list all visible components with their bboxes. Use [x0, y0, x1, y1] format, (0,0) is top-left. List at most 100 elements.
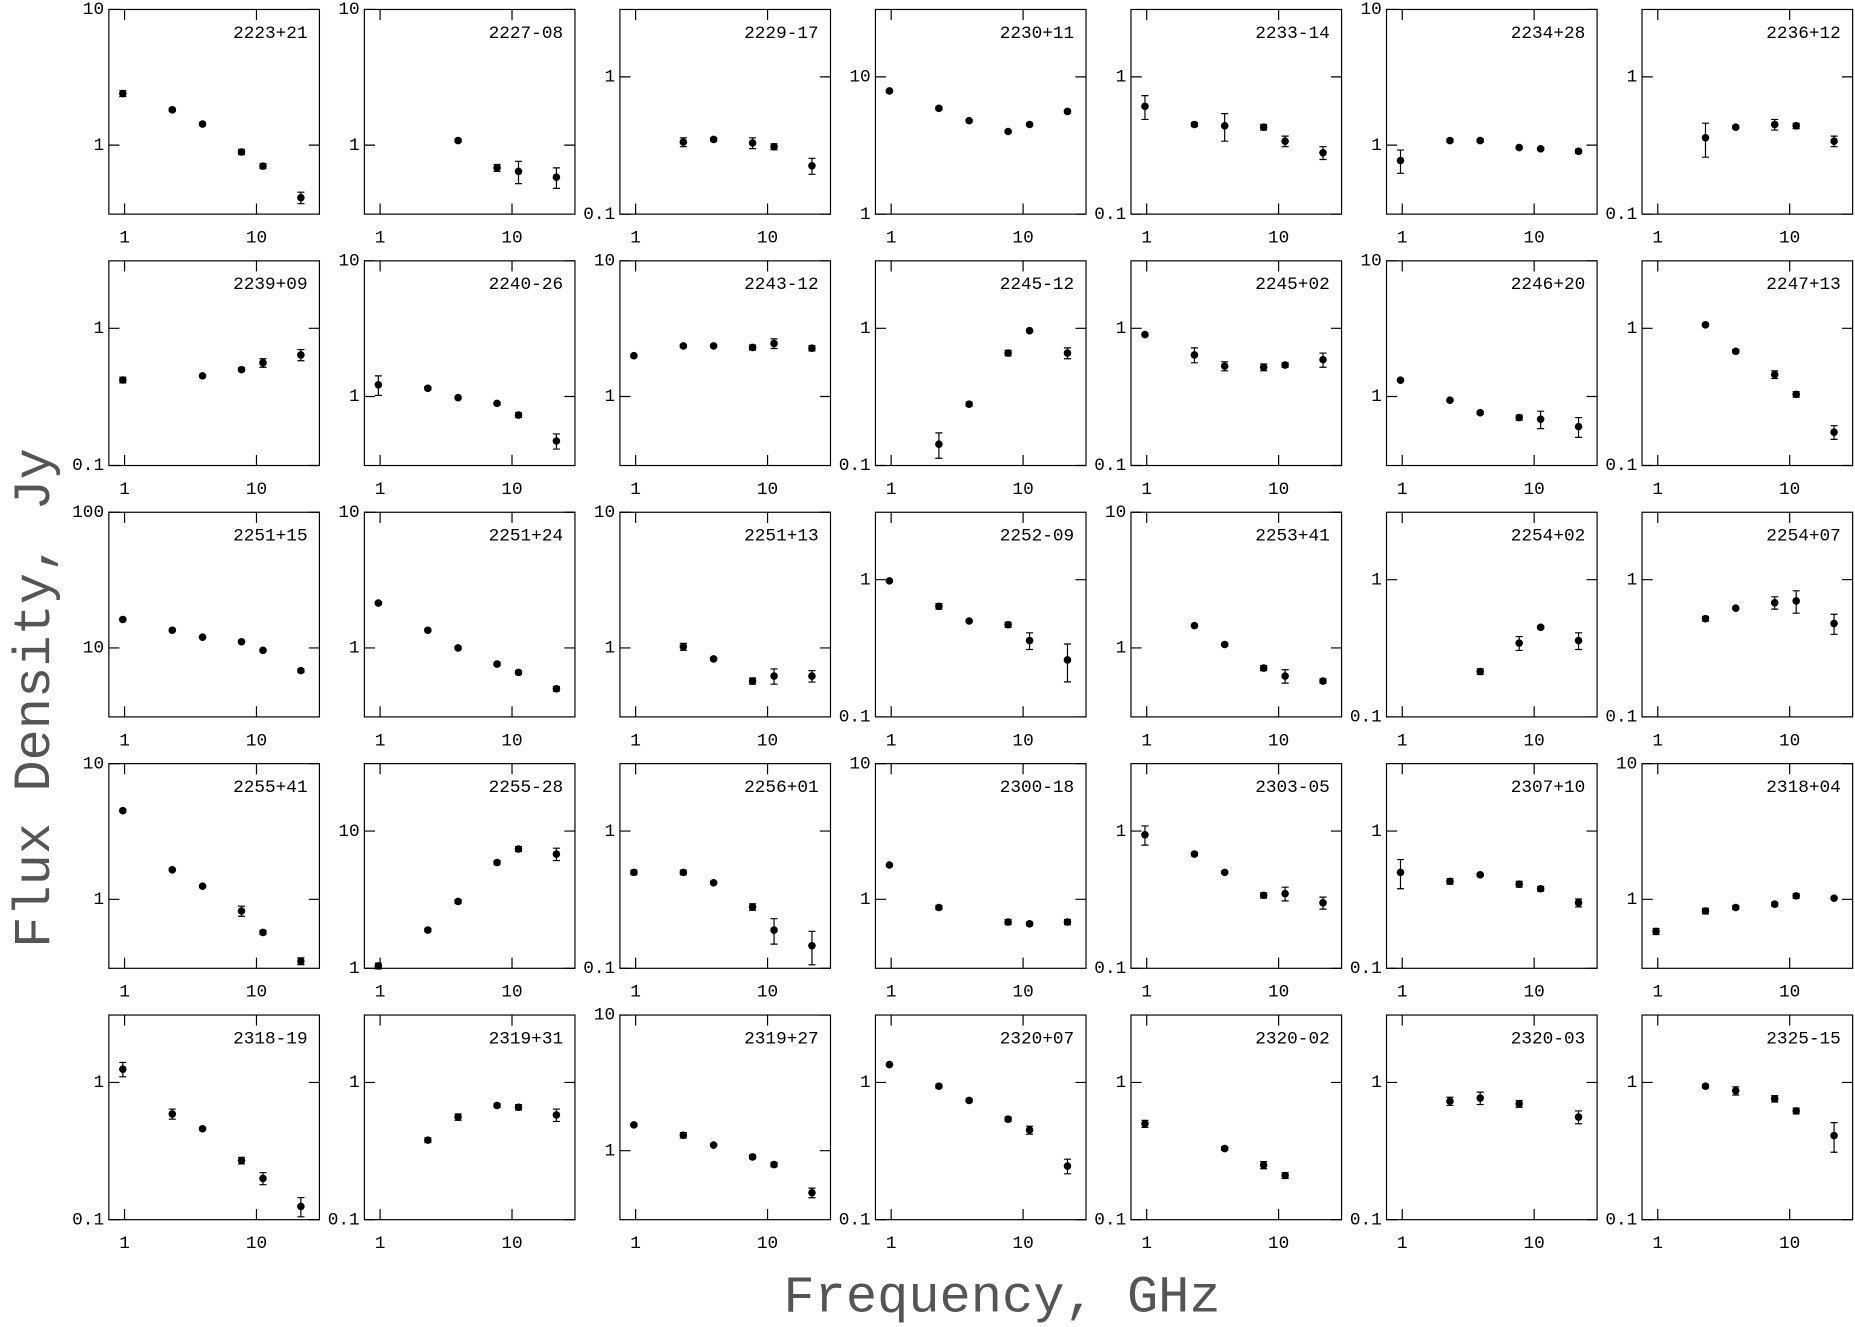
- panel-title: 2307+10: [1511, 778, 1586, 798]
- y-tick-label: 1: [1116, 68, 1127, 88]
- data-point: [237, 148, 246, 156]
- data-point: [514, 668, 523, 677]
- panel-frame: [108, 8, 321, 215]
- x-tick-label: 10: [246, 228, 267, 248]
- panel-title: 2319+27: [744, 1029, 819, 1049]
- panel-title: 2247+13: [1766, 275, 1841, 295]
- y-tick-label: 0.1: [839, 1210, 871, 1230]
- panel-frame: [1641, 8, 1854, 215]
- panel-frame: [874, 763, 1087, 969]
- x-tick-label: 10: [1012, 228, 1033, 248]
- data-point: [1446, 136, 1454, 145]
- data-point: [168, 866, 177, 874]
- data-point: [1063, 656, 1072, 664]
- panel-frame: [363, 8, 576, 215]
- panel-frame: [1385, 8, 1598, 215]
- data-point: [1446, 877, 1454, 886]
- y-tick-label: 1: [860, 1073, 871, 1093]
- y-tick-label: 10: [83, 754, 104, 774]
- data-point: [1792, 597, 1800, 605]
- data-point: [1830, 137, 1838, 145]
- data-point: [808, 941, 816, 950]
- x-tick-label: 10: [757, 228, 778, 248]
- y-tick-label: 10: [338, 252, 359, 272]
- data-point: [454, 897, 462, 906]
- data-point: [935, 602, 943, 611]
- panel-frame: [108, 763, 321, 969]
- data-point: [1731, 1086, 1740, 1095]
- data-point: [1536, 623, 1545, 632]
- panel-title: 2254+02: [1511, 527, 1586, 547]
- x-tick-label: 10: [1779, 731, 1800, 751]
- data-point: [1731, 903, 1740, 912]
- data-point: [198, 372, 207, 380]
- data-point: [297, 351, 305, 359]
- y-tick-label: 0.1: [328, 1210, 360, 1230]
- data-point: [1220, 1144, 1229, 1153]
- panel-frame: [363, 511, 576, 718]
- y-tick-label: 1: [605, 68, 616, 88]
- data-point: [1141, 102, 1149, 111]
- data-point: [454, 1113, 462, 1121]
- panel-title: 2320-02: [1255, 1029, 1330, 1049]
- data-point: [1792, 122, 1800, 130]
- panel-frame: [1385, 1014, 1598, 1221]
- y-tick-label: 10: [338, 0, 359, 20]
- data-point: [514, 167, 523, 176]
- panel-frame: [619, 1014, 832, 1221]
- data-point: [1792, 1107, 1800, 1115]
- panel-frame: [619, 763, 832, 969]
- data-point: [748, 677, 757, 685]
- data-point: [552, 684, 561, 693]
- data-point: [709, 342, 718, 350]
- y-tick-label: 1: [93, 1073, 104, 1093]
- data-point: [965, 116, 973, 125]
- data-point: [885, 1060, 894, 1069]
- data-point: [1515, 413, 1523, 422]
- x-tick-label: 1: [1652, 731, 1663, 751]
- x-tick-label: 10: [1012, 731, 1033, 751]
- data-point: [1536, 144, 1545, 153]
- data-point: [514, 1103, 523, 1112]
- data-point: [1770, 900, 1779, 909]
- data-point: [514, 845, 523, 853]
- data-point: [119, 1065, 127, 1073]
- panel-title: 2233-14: [1255, 24, 1330, 44]
- panel-frame: [619, 511, 832, 718]
- x-tick-label: 1: [630, 983, 641, 1003]
- data-point: [119, 615, 127, 624]
- data-point: [424, 926, 432, 934]
- data-point: [552, 1111, 561, 1119]
- data-point: [1574, 899, 1583, 907]
- y-axis-title: Flux Density, Jy: [6, 448, 65, 948]
- x-tick-label: 10: [1779, 228, 1800, 248]
- y-tick-label: 0.1: [1094, 959, 1126, 979]
- data-point: [1515, 639, 1523, 647]
- panel-frame: [1130, 1014, 1343, 1221]
- x-tick-label: 10: [757, 1234, 778, 1254]
- data-point: [119, 89, 127, 98]
- data-point: [1141, 830, 1149, 839]
- y-tick-label: 1: [1116, 319, 1127, 339]
- x-tick-label: 1: [1141, 480, 1152, 500]
- data-point: [630, 868, 638, 877]
- y-tick-label: 1: [1627, 570, 1638, 590]
- data-point: [1063, 349, 1072, 357]
- y-tick-label: 0.1: [1094, 456, 1126, 476]
- data-point: [679, 342, 688, 350]
- data-point: [1770, 370, 1779, 379]
- x-tick-label: 1: [1652, 1234, 1663, 1254]
- data-point: [1025, 120, 1034, 129]
- x-tick-label: 1: [886, 480, 897, 500]
- y-tick-label: 0.1: [1094, 1210, 1126, 1230]
- data-point: [1792, 892, 1800, 900]
- data-point: [1319, 355, 1327, 364]
- panel-frame: [874, 8, 1087, 215]
- data-point: [1190, 351, 1199, 359]
- data-point: [1830, 894, 1838, 902]
- panel-frame: [1130, 260, 1343, 467]
- data-point: [1770, 120, 1779, 129]
- y-tick-label: 1: [1371, 822, 1382, 842]
- x-tick-label: 1: [630, 480, 641, 500]
